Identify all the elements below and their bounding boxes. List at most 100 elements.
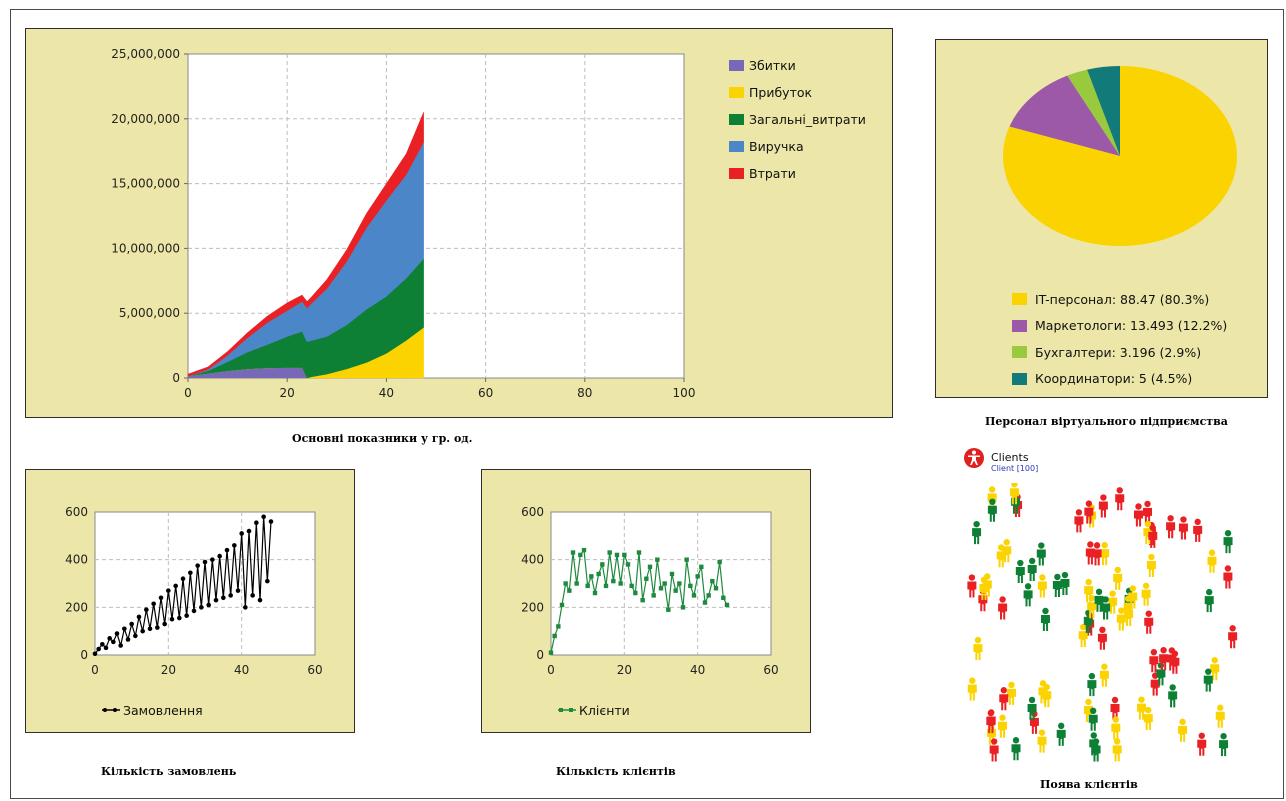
data-point [250,593,255,598]
client-person-icon [1166,515,1176,539]
client-person-icon [996,544,1006,568]
x-tick-label: 0 [184,386,192,400]
data-point [184,613,189,618]
x-tick-label: 40 [690,663,705,677]
client-person-icon [1116,607,1126,631]
x-tick-label: 0 [91,663,99,677]
client-person-icon [1087,672,1097,697]
data-point [702,600,708,605]
data-point [235,588,241,593]
data-point [155,625,160,630]
data-point [680,605,686,610]
data-point [578,552,583,558]
clients-people-view [967,483,1238,762]
pie-legend-item: IT-персонал: 88.47 (80.3%) [1012,286,1227,313]
x-tick-label: 60 [307,663,322,677]
client-person-icon [1009,483,1019,505]
client-person-icon [1088,707,1098,731]
y-tick-label: 0 [172,371,180,385]
x-tick-label: 40 [379,386,394,400]
client-person-icon [1100,541,1110,566]
client-person-icon [1124,602,1134,626]
data-point [114,631,120,636]
client-person-icon [1027,696,1037,720]
data-point [213,597,219,603]
y-tick-label: 400 [65,553,88,567]
client-person-icon [1148,524,1158,548]
data-point [243,605,248,610]
legend-swatch [729,60,744,71]
legend-swatch [729,141,744,152]
data-point [592,590,598,596]
client-person-icon [1056,722,1066,746]
data-point [125,637,131,642]
data-point [636,550,642,555]
client-person-icon [1111,716,1121,740]
legend-label: Загальні_витрати [749,112,866,127]
data-point [611,578,616,584]
pie-legend-item: Маркетологи: 13.493 (12.2%) [1012,313,1227,340]
data-point [103,645,109,651]
plot-area [94,511,316,656]
data-point [202,559,208,565]
data-point [268,519,274,524]
data-point [224,547,230,553]
data-point [177,615,182,621]
y-tick-label: 5,000,000 [119,306,180,320]
client-person-icon [1038,680,1048,704]
client-person-icon [1144,610,1154,634]
data-point [699,564,704,570]
x-tick-label: 0 [547,663,555,677]
x-tick-label: 80 [577,386,592,400]
data-point [158,595,164,601]
client-person-icon [1036,542,1046,566]
client-person-icon [1037,729,1047,753]
client-person-icon [1084,500,1094,524]
data-point [563,581,568,586]
data-point [688,583,693,589]
client-person-icon [1167,647,1177,671]
client-person-icon [1006,681,1016,705]
legend-swatch [729,87,744,98]
client-person-icon [986,709,996,734]
data-point [721,595,726,600]
data-point [596,571,601,577]
client-person-icon [1074,509,1084,533]
y-tick-label: 200 [521,600,544,614]
x-tick-label: 20 [617,663,632,677]
y-tick-label: 15,000,000 [111,177,180,191]
data-point [640,597,645,603]
client-person-icon [1052,573,1062,597]
data-point [570,550,576,555]
client-person-icon [997,714,1007,738]
data-point [673,588,678,593]
client-person-icon [1097,626,1107,650]
pie-chart-panel: IT-персонал: 88.47 (80.3%) Маркетологи: 1… [935,39,1268,398]
pie-chart-caption: Персонал віртуального підприємства [985,415,1228,428]
data-point [166,588,171,593]
data-point [574,581,579,586]
clients-view-title: Clients [991,451,1029,464]
client-person-icon [967,677,977,701]
data-point [261,514,266,520]
x-tick-label: 100 [673,386,696,400]
slice-accountants [1067,69,1120,156]
data-point [136,614,142,620]
client-person-icon [1219,732,1229,757]
data-point [548,650,554,655]
staff-pie-chart [1003,66,1237,247]
client-person-icon [1178,516,1188,540]
client-person-icon [1098,494,1108,518]
data-point [710,578,715,584]
pie-legend-label: Координатори: 5 (4.5%) [1035,371,1193,387]
client-person-icon [1133,503,1143,527]
client-person-icon [972,520,982,545]
client-person-icon [1060,571,1070,596]
orders-chart-caption: Кількість замовлень [101,765,237,778]
data-point [706,593,711,598]
data-point [254,520,259,526]
pie-legend-item: Бухгалтери: 3.196 (2.9%) [1012,339,1227,366]
client-person-icon [1037,574,1047,598]
clients-legend-label: Клієнти [579,703,630,718]
